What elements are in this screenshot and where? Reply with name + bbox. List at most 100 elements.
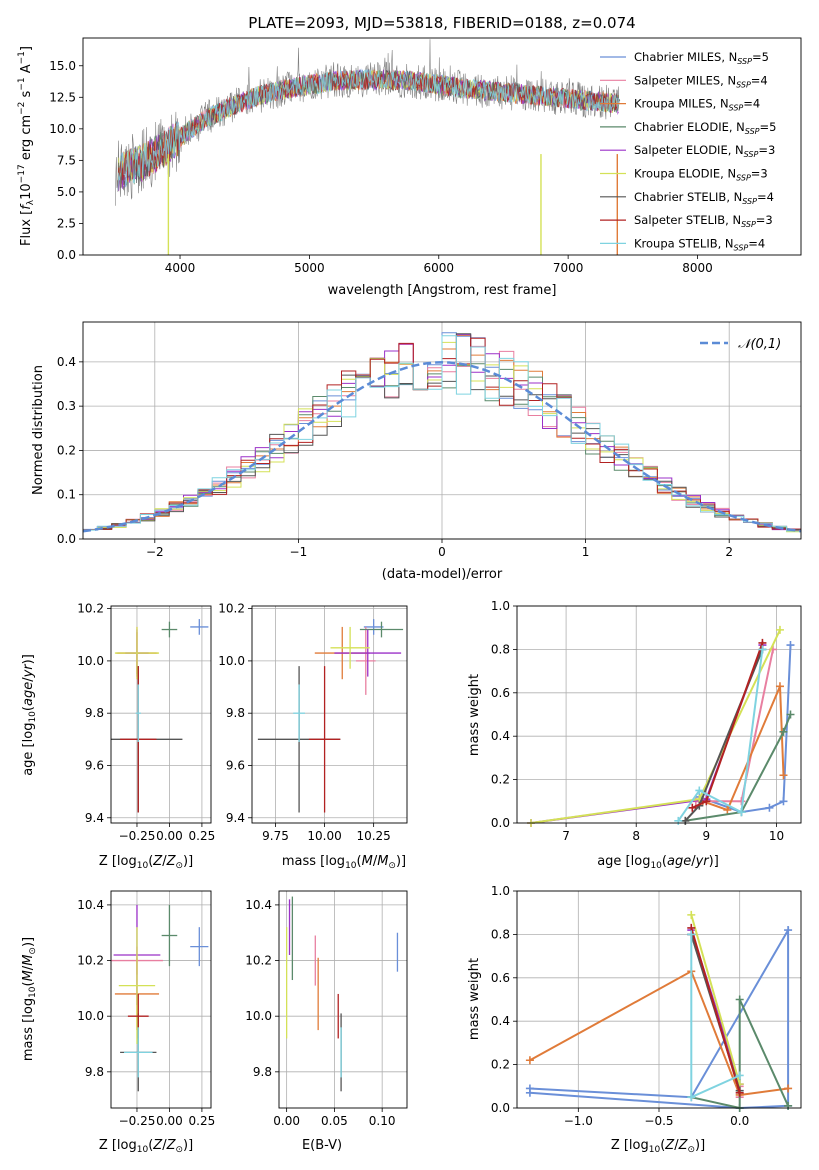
errorbar-point (135, 684, 141, 742)
legend-label: Salpeter STELIB, NSSP=3 (634, 213, 773, 229)
y-tick-label: 9.4 (226, 811, 245, 825)
axes-group: −1.0 −0.5 0.0 0.0 0.2 0.4 0.6 0.8 1.0 (491, 884, 801, 1128)
y-tick-label: 0.8 (491, 927, 510, 941)
y-tick-label: 5.0 (57, 185, 76, 199)
y-tick-label: 0.4 (491, 1014, 510, 1028)
y-tick-label: 10.0 (77, 1009, 104, 1023)
gaussian-legend-label: 𝒩(0,1) (738, 337, 781, 352)
mass-vs-ebv-panel: E(B-V) 0.00 0.05 0.10 9.8 10.0 10.2 10.4 (245, 890, 408, 1153)
y-tick-label: 10.0 (245, 1009, 272, 1023)
x-tick-label: −0.25 (119, 829, 156, 843)
y-tick-label: 0.6 (491, 686, 510, 700)
legend-label: Kroupa ELODIE, NSSP=3 (634, 167, 768, 183)
x-tick-label: −0.5 (644, 1114, 673, 1128)
weight-vs-Z-panel: Z [log10(Z/Z⊙)] mass weight −1.0 −0.5 0.0 0… (467, 884, 802, 1155)
y-tick-label: 9.8 (85, 706, 104, 720)
y-tick-label: 0.0 (57, 248, 76, 262)
spectrum-plot-frame (82, 37, 802, 256)
x-tick-label: 10.00 (307, 829, 341, 843)
y-tick-label: 0.2 (491, 1058, 510, 1072)
x-tick-label: −2 (146, 545, 164, 559)
weight-series-line (529, 926, 790, 1110)
errorbar-point (161, 621, 178, 638)
x-tick-label: 0.0 (730, 1114, 749, 1128)
weight-marker (687, 1093, 696, 1102)
weight-vs-age-panel: age [log10(age/yr)] mass weight 7 8 9 10 0.0… (467, 599, 802, 871)
legend-label: Salpeter MILES, NSSP=4 (634, 73, 768, 89)
y-tick-label: 1.0 (491, 884, 510, 898)
x-tick-label: 6000 (423, 261, 454, 275)
y-tick-label: 0.2 (57, 443, 76, 457)
errorbar-point (359, 621, 404, 638)
weight-series-line (677, 649, 764, 822)
errorbar-point (114, 626, 160, 680)
weight-marker (786, 710, 795, 719)
weight-marker (735, 1071, 744, 1080)
x-tick-label: 8 (632, 829, 640, 843)
errorbar-point (190, 927, 209, 967)
y-tick-label: 0.0 (491, 816, 510, 830)
weight-series-line (691, 999, 790, 1110)
y-tick-label: 9.6 (226, 758, 245, 772)
y-tick-label: 12.5 (49, 90, 76, 104)
weight-marker (765, 803, 774, 812)
age-vs-Z-ylabel: age [log10(age/yr)] (21, 654, 38, 776)
marks-group (285, 896, 399, 1092)
marks-group (111, 619, 209, 813)
y-tick-label: 0.4 (57, 355, 76, 369)
weight-marker (681, 816, 690, 825)
legend-label: Kroupa STELIB, NSSP=4 (634, 236, 765, 252)
x-tick-label: 0.00 (156, 829, 183, 843)
weight-marker (702, 797, 711, 806)
errorbar-point (334, 629, 402, 677)
y-tick-label: 10.4 (245, 898, 272, 912)
weight-marker (784, 1084, 793, 1093)
weight-marker (784, 926, 793, 935)
errorbar-point (190, 619, 209, 635)
age-vs-mass-xlabel: mass [log10(M/M⊙)] (282, 854, 406, 871)
x-tick-label: −1 (290, 545, 308, 559)
residuals-xlabel: (data-model)/error (382, 567, 503, 582)
y-tick-label: 1.0 (491, 599, 510, 613)
weight-marker (758, 645, 767, 654)
spectrum-ticks: 4000 5000 6000 7000 8000 0.0 2.5 5.0 7.5 10.0 12.5… (49, 59, 712, 275)
mass-vs-ebv-xlabel: E(B-V) (302, 1138, 342, 1153)
y-tick-label: 10.0 (77, 654, 104, 668)
y-tick-label: 10.2 (77, 954, 104, 968)
y-tick-label: 0.0 (57, 532, 76, 546)
x-tick-label: 9 (703, 829, 711, 843)
marks-group (257, 619, 404, 813)
gaussian-curve (82, 361, 802, 533)
marks-group (525, 910, 793, 1112)
residuals-panel: −2 −1 0 1 2 0.0 0.1 0.2 0.3 0.4 (data-model)/erro… (31, 321, 802, 582)
spectrum-legend: Chabrier MILES, NSSP=5 Salpeter MILES, NS… (600, 50, 776, 252)
x-tick-label: −1.0 (564, 1114, 593, 1128)
y-tick-label: 10.2 (218, 602, 245, 616)
age-vs-Z-xlabel: Z [log10(Z/Z⊙)] (99, 854, 193, 871)
weight-marker (688, 803, 697, 812)
plot-frame (516, 605, 802, 824)
y-tick-label: 0.2 (491, 773, 510, 787)
y-tick-label: 10.4 (77, 898, 104, 912)
x-tick-label: 8000 (682, 261, 713, 275)
x-tick-label: 7000 (553, 261, 584, 275)
axes-group: −0.25 0.00 0.25 9.4 9.6 9.8 10.0 10.2 (77, 602, 215, 843)
x-tick-label: 10.25 (356, 829, 390, 843)
plot-frame (110, 605, 212, 824)
weight-series-line (690, 914, 741, 1085)
weight-marker (687, 910, 696, 919)
residuals-histograms (83, 332, 801, 533)
plot-frame (516, 890, 802, 1109)
weight-marker (525, 1056, 534, 1065)
x-tick-label: 10 (769, 829, 784, 843)
legend-label: Chabrier MILES, NSSP=5 (634, 50, 769, 66)
weight-vs-Z-xlabel: Z [log10(Z/Z⊙)] (611, 1138, 705, 1155)
x-tick-label: 5000 (294, 261, 325, 275)
x-tick-label: 1 (582, 545, 590, 559)
weight-marker (687, 930, 696, 939)
weight-marker (786, 641, 795, 650)
y-tick-label: 10.0 (49, 122, 76, 136)
spectrum-series-group (115, 39, 621, 255)
legend-label: Kroupa MILES, NSSP=4 (634, 97, 760, 113)
residuals-ylabel: Normed distribution (31, 365, 46, 495)
